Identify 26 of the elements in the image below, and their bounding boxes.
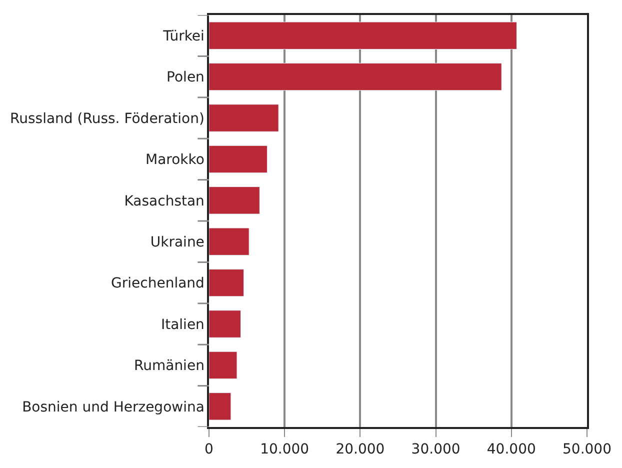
bar <box>209 62 502 91</box>
bar <box>209 310 241 338</box>
bar <box>209 392 232 420</box>
y-tick-label: Kasachstan <box>124 193 204 210</box>
y-tick-label: Russland (Russ. Föderation) <box>10 110 204 127</box>
y-tick-label: Italien <box>160 316 204 333</box>
x-tick-label: 10.000 <box>260 442 310 458</box>
x-tick-label: 40.000 <box>486 442 536 458</box>
x-tick-label: 50.000 <box>562 442 612 458</box>
y-tick-label: Bosnien und Herzegowina <box>22 399 204 416</box>
y-tick-label: Rumänien <box>134 358 204 374</box>
y-tick-label: Polen <box>166 70 204 86</box>
y-tick-label: Griechenland <box>111 276 204 292</box>
bar <box>209 351 238 380</box>
bar <box>209 228 250 256</box>
bar <box>209 145 268 174</box>
x-tick-label: 0 <box>204 442 214 458</box>
bar <box>209 22 517 50</box>
bar <box>209 104 279 132</box>
y-tick-label: Ukraine <box>150 234 204 250</box>
x-tick-label: 30.000 <box>411 442 460 458</box>
bar <box>209 268 244 297</box>
y-tick-label: Türkei <box>162 28 204 44</box>
bar <box>209 186 260 214</box>
y-tick-label: Marokko <box>145 152 204 168</box>
x-tick-label: 20.000 <box>336 442 385 458</box>
